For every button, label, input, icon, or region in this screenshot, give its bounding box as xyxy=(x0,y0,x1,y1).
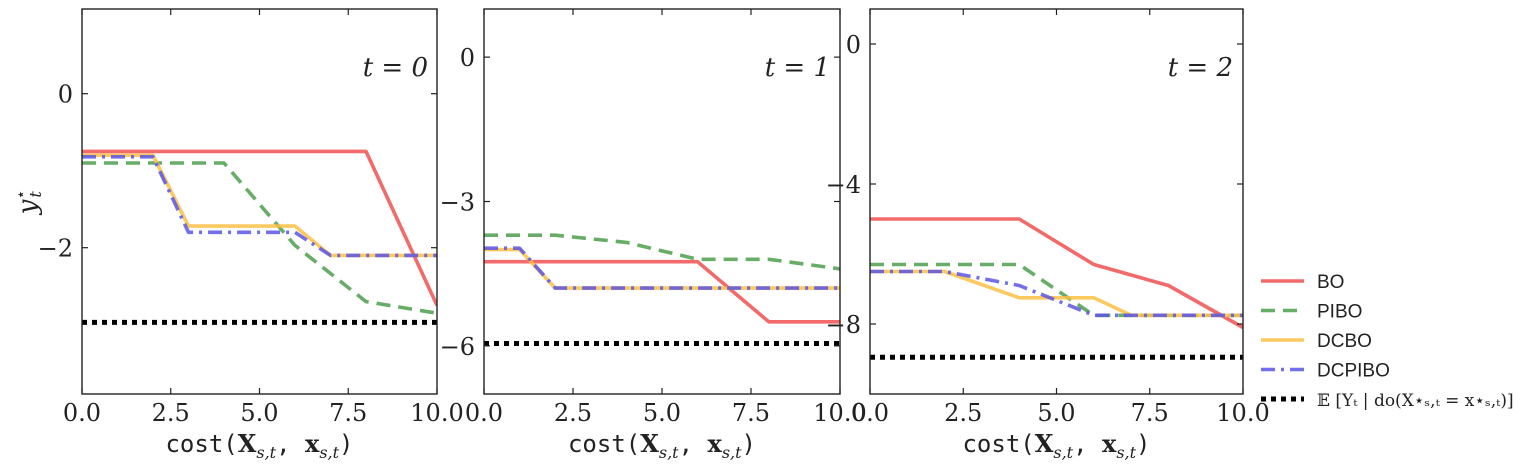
x-tick-label: 7.5 xyxy=(1131,399,1169,427)
legend-item: DCPIBO xyxy=(1261,361,1390,382)
x-tick-label: 10.0 xyxy=(1216,399,1269,427)
y-tick-label: −8 xyxy=(826,311,861,339)
panels: 0.0 2.5 5.0 7.5 10.0 0 −2 t = 0 cost(Xs,t, xs,t)… xyxy=(11,8,1270,462)
y-tick-label: −6 xyxy=(440,333,475,361)
series-line-pibo xyxy=(82,161,437,315)
series-line-dcpibo xyxy=(484,246,840,290)
x-tick-label: 2.5 xyxy=(554,399,592,427)
legend-item: BO xyxy=(1261,272,1344,293)
legend-label: PIBO xyxy=(1317,302,1362,323)
x-axis-label: cost(Xs,t, xs,t) xyxy=(962,429,1150,462)
y-tick-label: 0 xyxy=(460,44,475,72)
x-tick-label: 7.5 xyxy=(732,399,770,427)
x-axis-label: cost(Xs,t, xs,t) xyxy=(568,429,756,462)
series-line-bo xyxy=(82,149,437,307)
series-group xyxy=(870,217,1243,360)
x-tick-label: 0.0 xyxy=(63,399,101,427)
x-axis-label: cost(Xs,t, xs,t) xyxy=(165,429,353,462)
series-line-dcpibo xyxy=(82,155,437,258)
panel-1: 0.0 2.5 5.0 7.5 10.0 0 −3 −6 t = 1 cost(Xs,t, xs,… xyxy=(440,8,867,462)
legend-label: DCBO xyxy=(1317,331,1372,352)
panel-2: 0.0 2.5 5.0 7.5 10.0 0 −4 −8 t = 2 cost(Xs,t, xs,… xyxy=(826,8,1270,462)
x-tick-label: 2.5 xyxy=(944,399,982,427)
time-annotation: t = 0 xyxy=(363,53,428,83)
series-group xyxy=(484,233,840,346)
series-line-dcpibo xyxy=(870,269,1243,318)
series-line-dcbo xyxy=(870,269,1243,318)
x-tick-label: 10.0 xyxy=(410,399,463,427)
x-tick-label: 7.5 xyxy=(329,399,367,427)
x-tick-label: 5.0 xyxy=(1037,399,1075,427)
legend-item: DCBO xyxy=(1261,331,1372,352)
x-tick-label: 0.0 xyxy=(465,399,503,427)
x-tick-label: 5.0 xyxy=(643,399,681,427)
series-line-pibo xyxy=(484,233,840,271)
series-group xyxy=(82,149,437,325)
x-tick-label: 0.0 xyxy=(851,399,889,427)
series-line-bo xyxy=(870,217,1243,330)
series-line-dcbo xyxy=(82,153,437,258)
legend-label: BO xyxy=(1317,272,1344,293)
x-tick-label: 5.0 xyxy=(240,399,278,427)
y-tick-label: −4 xyxy=(826,171,861,199)
y-axis-label: y⋆t xyxy=(11,190,45,216)
legend-label: DCPIBO xyxy=(1317,361,1390,382)
legend-label: 𝔼 [Yₜ | do(X⋆ₛ,ₜ = x⋆ₛ,ₜ)] xyxy=(1317,391,1514,411)
legend: BO PIBO DCBO DCPIBO 𝔼 [Yₜ | do(X⋆ₛ,ₜ = x⋆ₛ,ₜ… xyxy=(1261,272,1514,411)
panel-0: 0.0 2.5 5.0 7.5 10.0 0 −2 t = 0 cost(Xs,t, xs,t)… xyxy=(11,8,464,462)
time-annotation: t = 1 xyxy=(765,53,830,83)
time-annotation: t = 2 xyxy=(1168,53,1233,83)
y-tick-label: 0 xyxy=(58,81,73,109)
y-tick-label: −3 xyxy=(440,189,475,217)
y-tick-label: −2 xyxy=(38,235,73,263)
legend-item: PIBO xyxy=(1261,302,1362,323)
y-tick-label: 0 xyxy=(846,31,861,59)
x-tick-label: 10.0 xyxy=(813,399,866,427)
series-line-bo xyxy=(484,259,840,324)
x-tick-label: 2.5 xyxy=(152,399,190,427)
legend-item: 𝔼 [Yₜ | do(X⋆ₛ,ₜ = x⋆ₛ,ₜ)] xyxy=(1261,391,1514,411)
